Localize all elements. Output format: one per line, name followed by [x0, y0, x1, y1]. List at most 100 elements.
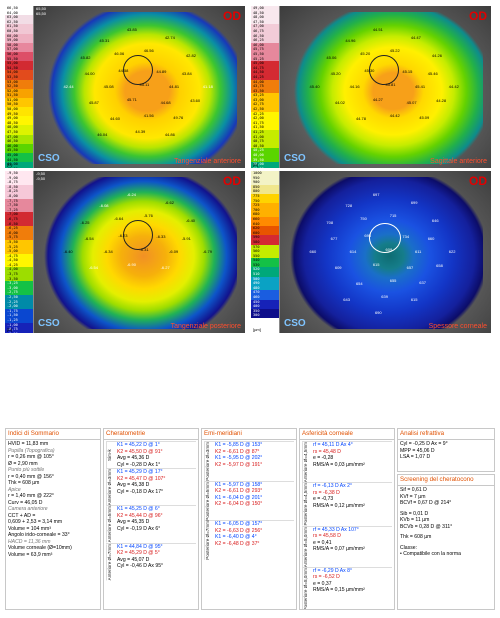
scale-label: -5,25 [5, 244, 33, 250]
scale-label: 49,00 [251, 6, 279, 11]
map-value: 44.60 [109, 116, 120, 122]
scale-label: 560 [251, 249, 279, 254]
scale-label: 950 [251, 175, 279, 181]
map-spessore-corneale[interactable]: 1000 950 900 850 800 775 750 725 700 680 660 640 620… [251, 171, 491, 333]
map-value: -6.62 [164, 200, 174, 206]
scale-label: 50,50 [5, 102, 33, 108]
scale-label: 42,75 [251, 102, 279, 108]
color-scale: 49,00 48,50 48,00 47,50 47,00 46,75 46,50 46,25… [251, 6, 280, 168]
map-value: -5.76 [143, 213, 153, 219]
scale-label: 64,00 [5, 10, 33, 16]
scale-label: 66,50 [5, 6, 33, 11]
scale-label: -5,50 [5, 239, 33, 245]
scale-label: 46,50 [251, 33, 279, 39]
map-tangenziale-anteriore[interactable]: 66,50 64,00 63,00 62,50 61,50 60,50 60,00 59,00… [5, 6, 245, 168]
scale-label: 41,75 [251, 120, 279, 126]
map-title[interactable]: Sagittale anteriore [430, 158, 487, 165]
scale-label: -2,50 [5, 295, 33, 300]
scale-label: 43,25 [251, 93, 279, 98]
map-value: 45.46 [427, 70, 438, 76]
scale-label: -3,50 [5, 276, 33, 282]
group-rows: K1 = -5,85 D @ 153° K2 = -6,61 D @ 87° K1 … [213, 442, 294, 481]
scale-label: 42,25 [251, 111, 279, 117]
scale-label: 480 [251, 285, 279, 291]
measure-line: RMS/A = 0,12 µm/mm² [313, 502, 365, 509]
map-value: 45.31 [99, 38, 110, 44]
scale-label: -7,75 [5, 198, 33, 204]
measure-group: Anteriore Ø=5mm K1 = 45,25 D @ 6° K2 = 45,… [106, 505, 196, 543]
map-value: -6.24 [126, 192, 136, 198]
measure-line: K1 = 45,22 D @ 1° [117, 442, 160, 448]
screening-line: BCVf = 0,67 D @ 214° [400, 500, 452, 506]
map-title[interactable]: Tangenziale anteriore [174, 158, 241, 165]
map-value: 715 [389, 213, 397, 219]
scale-label: 42,00 [251, 116, 279, 121]
measure-line: e = 0,37 [313, 580, 332, 587]
map-value: 45.09 [419, 114, 430, 120]
scale-unit: [D] [7, 327, 13, 332]
cso-logo: CSO [38, 153, 60, 164]
scale-label: 43,00 [251, 97, 279, 103]
measure-group: Posteriore Ø=4,5mm rf = -6,13 D Ax 2° rs =… [302, 482, 392, 526]
map-value: 46.56 [143, 48, 154, 54]
map-sagittale-anteriore[interactable]: 49,00 48,50 48,00 47,50 47,00 46,75 46,50 46,25… [251, 6, 491, 168]
map-value: 41.56 [143, 112, 154, 118]
group-rows: K1 = 45,25 D @ 6° K2 = 45,44 D @ 96° Avg =… [115, 506, 196, 542]
map-value: 43.60 [190, 98, 201, 104]
map-title[interactable]: Tangenziale posteriore [170, 323, 241, 330]
scale-label: 460 [251, 295, 279, 300]
scale-label: 60,00 [5, 33, 33, 39]
scale-label: -1,75 [5, 308, 33, 314]
summary-line: HVID = 11,83 mm [8, 441, 49, 447]
scale-label: 590 [251, 235, 279, 240]
map-value: 46.06 [114, 51, 125, 57]
map-tangenziale-posteriore[interactable]: -9,50 -9,00 -8,75 -8,50 -8,25 -8,00 -7,75 -7,50… [5, 171, 245, 333]
scale-label: -2,00 [5, 304, 33, 309]
color-scale: -9,50 -9,00 -8,75 -8,50 -8,25 -8,00 -7,75 -7,50… [5, 171, 34, 333]
corneal-map-overlay [42, 177, 237, 329]
scale-label: 48,50 [5, 120, 33, 126]
measure-line: RMS/A = 0,03 µm/mm² [313, 461, 365, 468]
group-label: Anteriore Ø=3mm [106, 469, 115, 506]
group-label: Posteriore Ø=8,0mm [302, 567, 311, 609]
pupil-circle [122, 54, 153, 85]
summary-line: r = 0,40 mm @ 156° [8, 473, 54, 480]
screening-line: Sib = 0,01 D [400, 510, 429, 517]
map-title[interactable]: Spessore corneale [428, 323, 487, 330]
map-value: 42.82 [185, 52, 196, 58]
scale-label: 49,00 [5, 116, 33, 121]
scale-label: 56,00 [5, 51, 33, 57]
map-value: 660 [427, 235, 435, 241]
scale-label: 520 [251, 267, 279, 273]
scale-label: 62,50 [5, 19, 33, 25]
map-value: -6.09 [169, 248, 179, 254]
scale-label: -4,00 [5, 267, 33, 273]
panel-title: Cheratometrie [104, 429, 198, 440]
map-value: 44.00 [84, 70, 95, 76]
measure-line: K1 = -5,95 D @ 202° [215, 455, 263, 461]
map-value: 41.18 [202, 83, 213, 89]
scale-label: -9,50 [5, 171, 33, 176]
scale-label: 47,00 [5, 134, 33, 140]
summary-line: r = 1,40 mm @ 222° [8, 493, 54, 499]
measure-line: K1 = -5,85 D @ 153° [215, 442, 263, 448]
cso-logo: CSO [284, 318, 306, 329]
scale-label: 53,00 [5, 79, 33, 85]
map-value: 45.06 [326, 54, 337, 60]
map-value: 43.84 [181, 70, 192, 76]
scale-label: 46,00 [5, 143, 33, 149]
map-value: 614 [349, 248, 357, 254]
summary-line: Volume corneale (Ø=10mm) [8, 545, 72, 551]
scale-label: -4,75 [5, 253, 33, 259]
scale-label: 40,75 [251, 139, 279, 144]
measure-line: K2 = 45,47 D @ 107° [117, 475, 166, 482]
group-label: Anteriore Ø=5mm [106, 506, 115, 543]
scale-label: -0,75 [5, 327, 33, 332]
map-value: 654 [355, 281, 363, 287]
measure-line: K1 = -5,97 D @ 158° [215, 481, 263, 488]
scale-label: 640 [251, 221, 279, 227]
measure-line: K1 = -6,04 D @ 201° [215, 494, 263, 501]
eye-photo: 45.31 43.85 42.74 45.82 46.06 46.56 42.82 44.00… [34, 6, 245, 168]
summary-line: Ø = 2,90 mm [8, 460, 38, 467]
